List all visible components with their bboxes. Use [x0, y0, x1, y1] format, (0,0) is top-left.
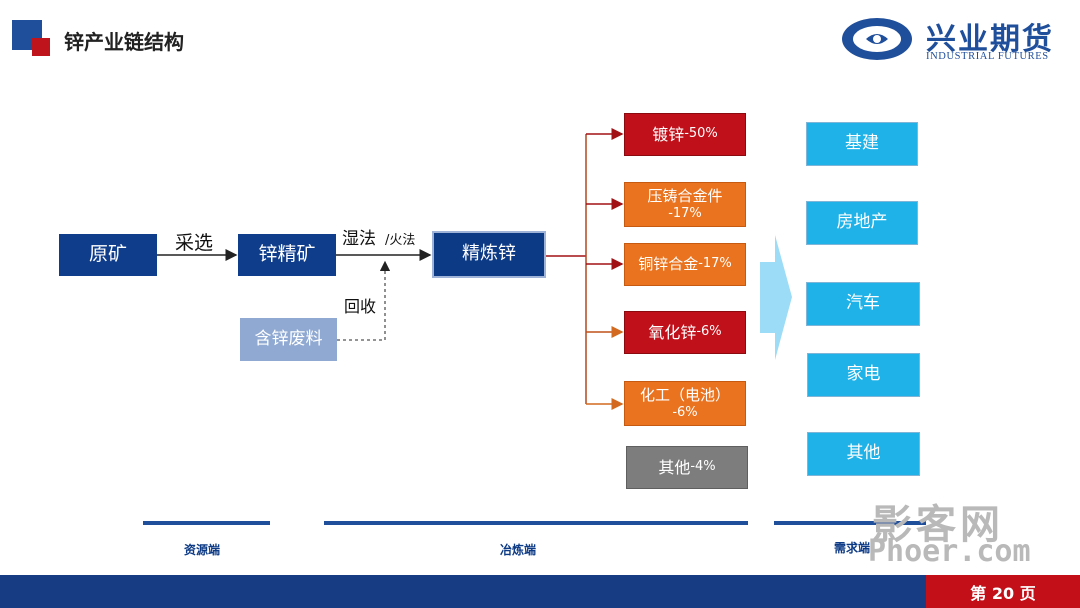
watermark-en: Phoer.com	[868, 534, 1031, 569]
use-brass-box: 铜锌合金 -17%	[624, 243, 746, 286]
logo-square-red	[32, 38, 50, 56]
use-diecast-box: 压铸合金件 -17%	[624, 182, 746, 227]
mining-label: 采选	[175, 232, 214, 254]
segment-label-resource: 资源端	[184, 543, 221, 557]
use-percent: -4%	[690, 459, 716, 475]
demand-infrastructure-box: 基建	[806, 122, 918, 166]
page-number: 第 20 页	[926, 575, 1080, 608]
brand-logo-icon	[842, 18, 912, 60]
use-galvanizing-box: 镀锌 -50%	[624, 113, 746, 156]
refined-zinc-box: 精炼锌	[432, 231, 546, 278]
use-label: 化工（电池）	[639, 386, 730, 404]
brand-name-en: INDUSTRIAL FUTURES	[926, 51, 1049, 62]
brand-name-cn: 兴业期货	[926, 22, 1054, 57]
fire-process-label: /火法	[385, 233, 416, 248]
page-title: 锌产业链结构	[64, 30, 184, 54]
recycle-label: 回收	[344, 297, 377, 316]
segment-label-demand: 需求端	[834, 541, 871, 555]
use-label: 其他	[658, 457, 691, 477]
use-percent: -17%	[698, 256, 732, 272]
use-percent: -6%	[672, 404, 698, 420]
demand-automotive-box: 汽车	[806, 282, 920, 326]
use-zinc-oxide-box: 氧化锌 -6%	[624, 311, 746, 354]
use-percent: -17%	[668, 205, 702, 221]
demand-real-estate-box: 房地产	[806, 201, 918, 245]
zinc-scrap-box: 含锌废料	[240, 318, 337, 361]
use-other-box: 其他 -4%	[626, 446, 748, 489]
arrow-scrap-recycle	[337, 260, 391, 341]
use-chemical-box: 化工（电池） -6%	[624, 381, 746, 426]
watermark-cn: 影客网	[872, 502, 1004, 548]
wet-process-label: 湿法	[342, 229, 376, 249]
segment-label-smelting: 冶炼端	[500, 543, 537, 557]
use-label: 压铸合金件	[647, 187, 723, 205]
use-label: 铜锌合金	[638, 255, 699, 274]
big-arrow-to-demand	[760, 235, 792, 360]
footer-bar	[0, 575, 1080, 608]
demand-appliances-box: 家电	[807, 353, 920, 397]
use-label: 氧化锌	[648, 322, 697, 342]
use-percent: -50%	[684, 126, 718, 142]
raw-ore-box: 原矿	[59, 234, 157, 276]
demand-other-box: 其他	[807, 432, 920, 476]
zinc-concentrate-box: 锌精矿	[238, 234, 336, 276]
use-label: 镀锌	[652, 124, 685, 144]
use-percent: -6%	[696, 324, 722, 340]
